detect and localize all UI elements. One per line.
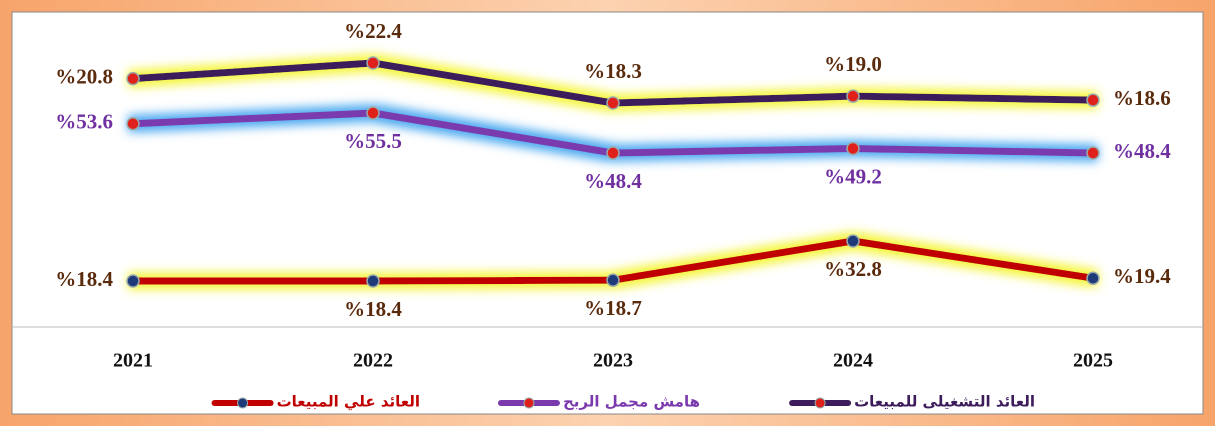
x-tick-label: 2024 — [833, 350, 873, 372]
data-label: %53.6 — [55, 110, 113, 134]
data-label: %19.0 — [824, 52, 882, 76]
data-label: %19.4 — [1113, 264, 1171, 288]
marker — [126, 274, 140, 288]
data-label: %32.8 — [824, 257, 882, 281]
legend-label: العائد التشغيلى للمبيعات — [854, 393, 1035, 411]
data-label: %18.3 — [584, 59, 642, 83]
x-tick-label: 2021 — [113, 350, 153, 372]
marker — [846, 234, 860, 248]
data-label: %55.5 — [344, 129, 402, 153]
marker — [846, 141, 860, 156]
legend-marker — [237, 397, 249, 409]
legend-marker — [523, 397, 535, 409]
data-label: %18.7 — [584, 296, 642, 320]
marker — [606, 146, 620, 160]
marker — [606, 273, 620, 287]
data-label: %18.4 — [344, 297, 402, 321]
marker — [1086, 93, 1100, 107]
marker — [126, 116, 140, 131]
marker — [366, 274, 380, 288]
data-label: %48.4 — [584, 169, 642, 193]
legend-marker — [814, 397, 826, 409]
marker — [846, 89, 860, 103]
marker — [126, 71, 140, 86]
legend-label: هامش مجمل الربح — [563, 393, 700, 411]
data-label: %18.6 — [1113, 86, 1171, 110]
marker — [1086, 146, 1100, 160]
marker — [366, 56, 380, 70]
data-label: %22.4 — [344, 19, 402, 43]
plot-area — [11, 11, 1204, 415]
data-label: %49.2 — [824, 164, 882, 188]
marker — [1086, 271, 1100, 285]
x-tick-label: 2023 — [593, 350, 633, 372]
data-label: %20.8 — [55, 64, 113, 88]
data-label: %18.4 — [55, 267, 113, 291]
x-tick-label: 2025 — [1073, 350, 1113, 372]
x-tick-label: 2022 — [353, 350, 393, 372]
legend-label: العائد علي المبيعات — [277, 393, 420, 411]
marker — [606, 96, 620, 110]
data-label: %48.4 — [1113, 139, 1171, 163]
marker — [366, 106, 380, 120]
